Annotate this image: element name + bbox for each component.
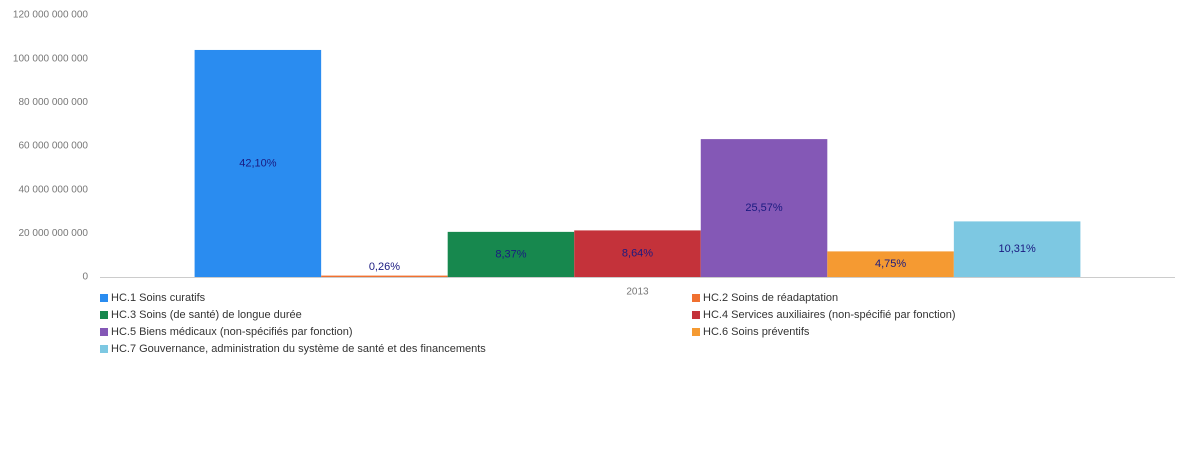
bar [700,139,828,277]
bar [827,251,954,277]
legend-swatch [100,311,108,319]
data-label: 10,31% [998,243,1036,255]
y-tick-label: 60 000 000 000 [18,141,88,152]
y-tick-label: 0 [82,272,88,283]
bar [574,230,701,277]
bar [194,49,322,277]
legend-swatch [692,328,700,336]
legend-swatch [100,328,108,336]
legend-label: HC.6 Soins préventifs [703,326,810,338]
bar [321,275,448,277]
data-label: 0,26% [369,261,400,273]
y-tick-label: 100 000 000 000 [13,53,89,64]
legend-label: HC.3 Soins (de santé) de longue durée [111,309,302,321]
data-label: 8,37% [495,248,526,260]
legend-swatch [692,294,700,302]
data-label: 25,57% [745,202,783,214]
data-label: 42,10% [239,157,277,169]
legend-label: HC.5 Biens médicaux (non-spécifiés par f… [111,326,353,338]
legend-swatch [692,311,700,319]
legend-label: HC.1 Soins curatifs [111,292,206,304]
legend-label: HC.2 Soins de réadaptation [703,292,838,304]
y-tick-label: 40 000 000 000 [18,184,88,195]
y-tick-label: 120 000 000 000 [13,10,89,21]
bar [953,221,1081,277]
data-label: 4,75% [875,258,906,270]
x-tick-label: 2013 [626,287,649,298]
y-tick-label: 80 000 000 000 [18,97,88,108]
y-tick-label: 20 000 000 000 [18,228,88,239]
legend-label: HC.4 Services auxiliaires (non-spécifié … [703,309,956,321]
legend-swatch [100,345,108,353]
bar [447,231,575,277]
legend-label: HC.7 Gouvernance, administration du syst… [111,343,486,355]
legend-swatch [100,294,108,302]
data-label: 8,64% [622,248,653,260]
